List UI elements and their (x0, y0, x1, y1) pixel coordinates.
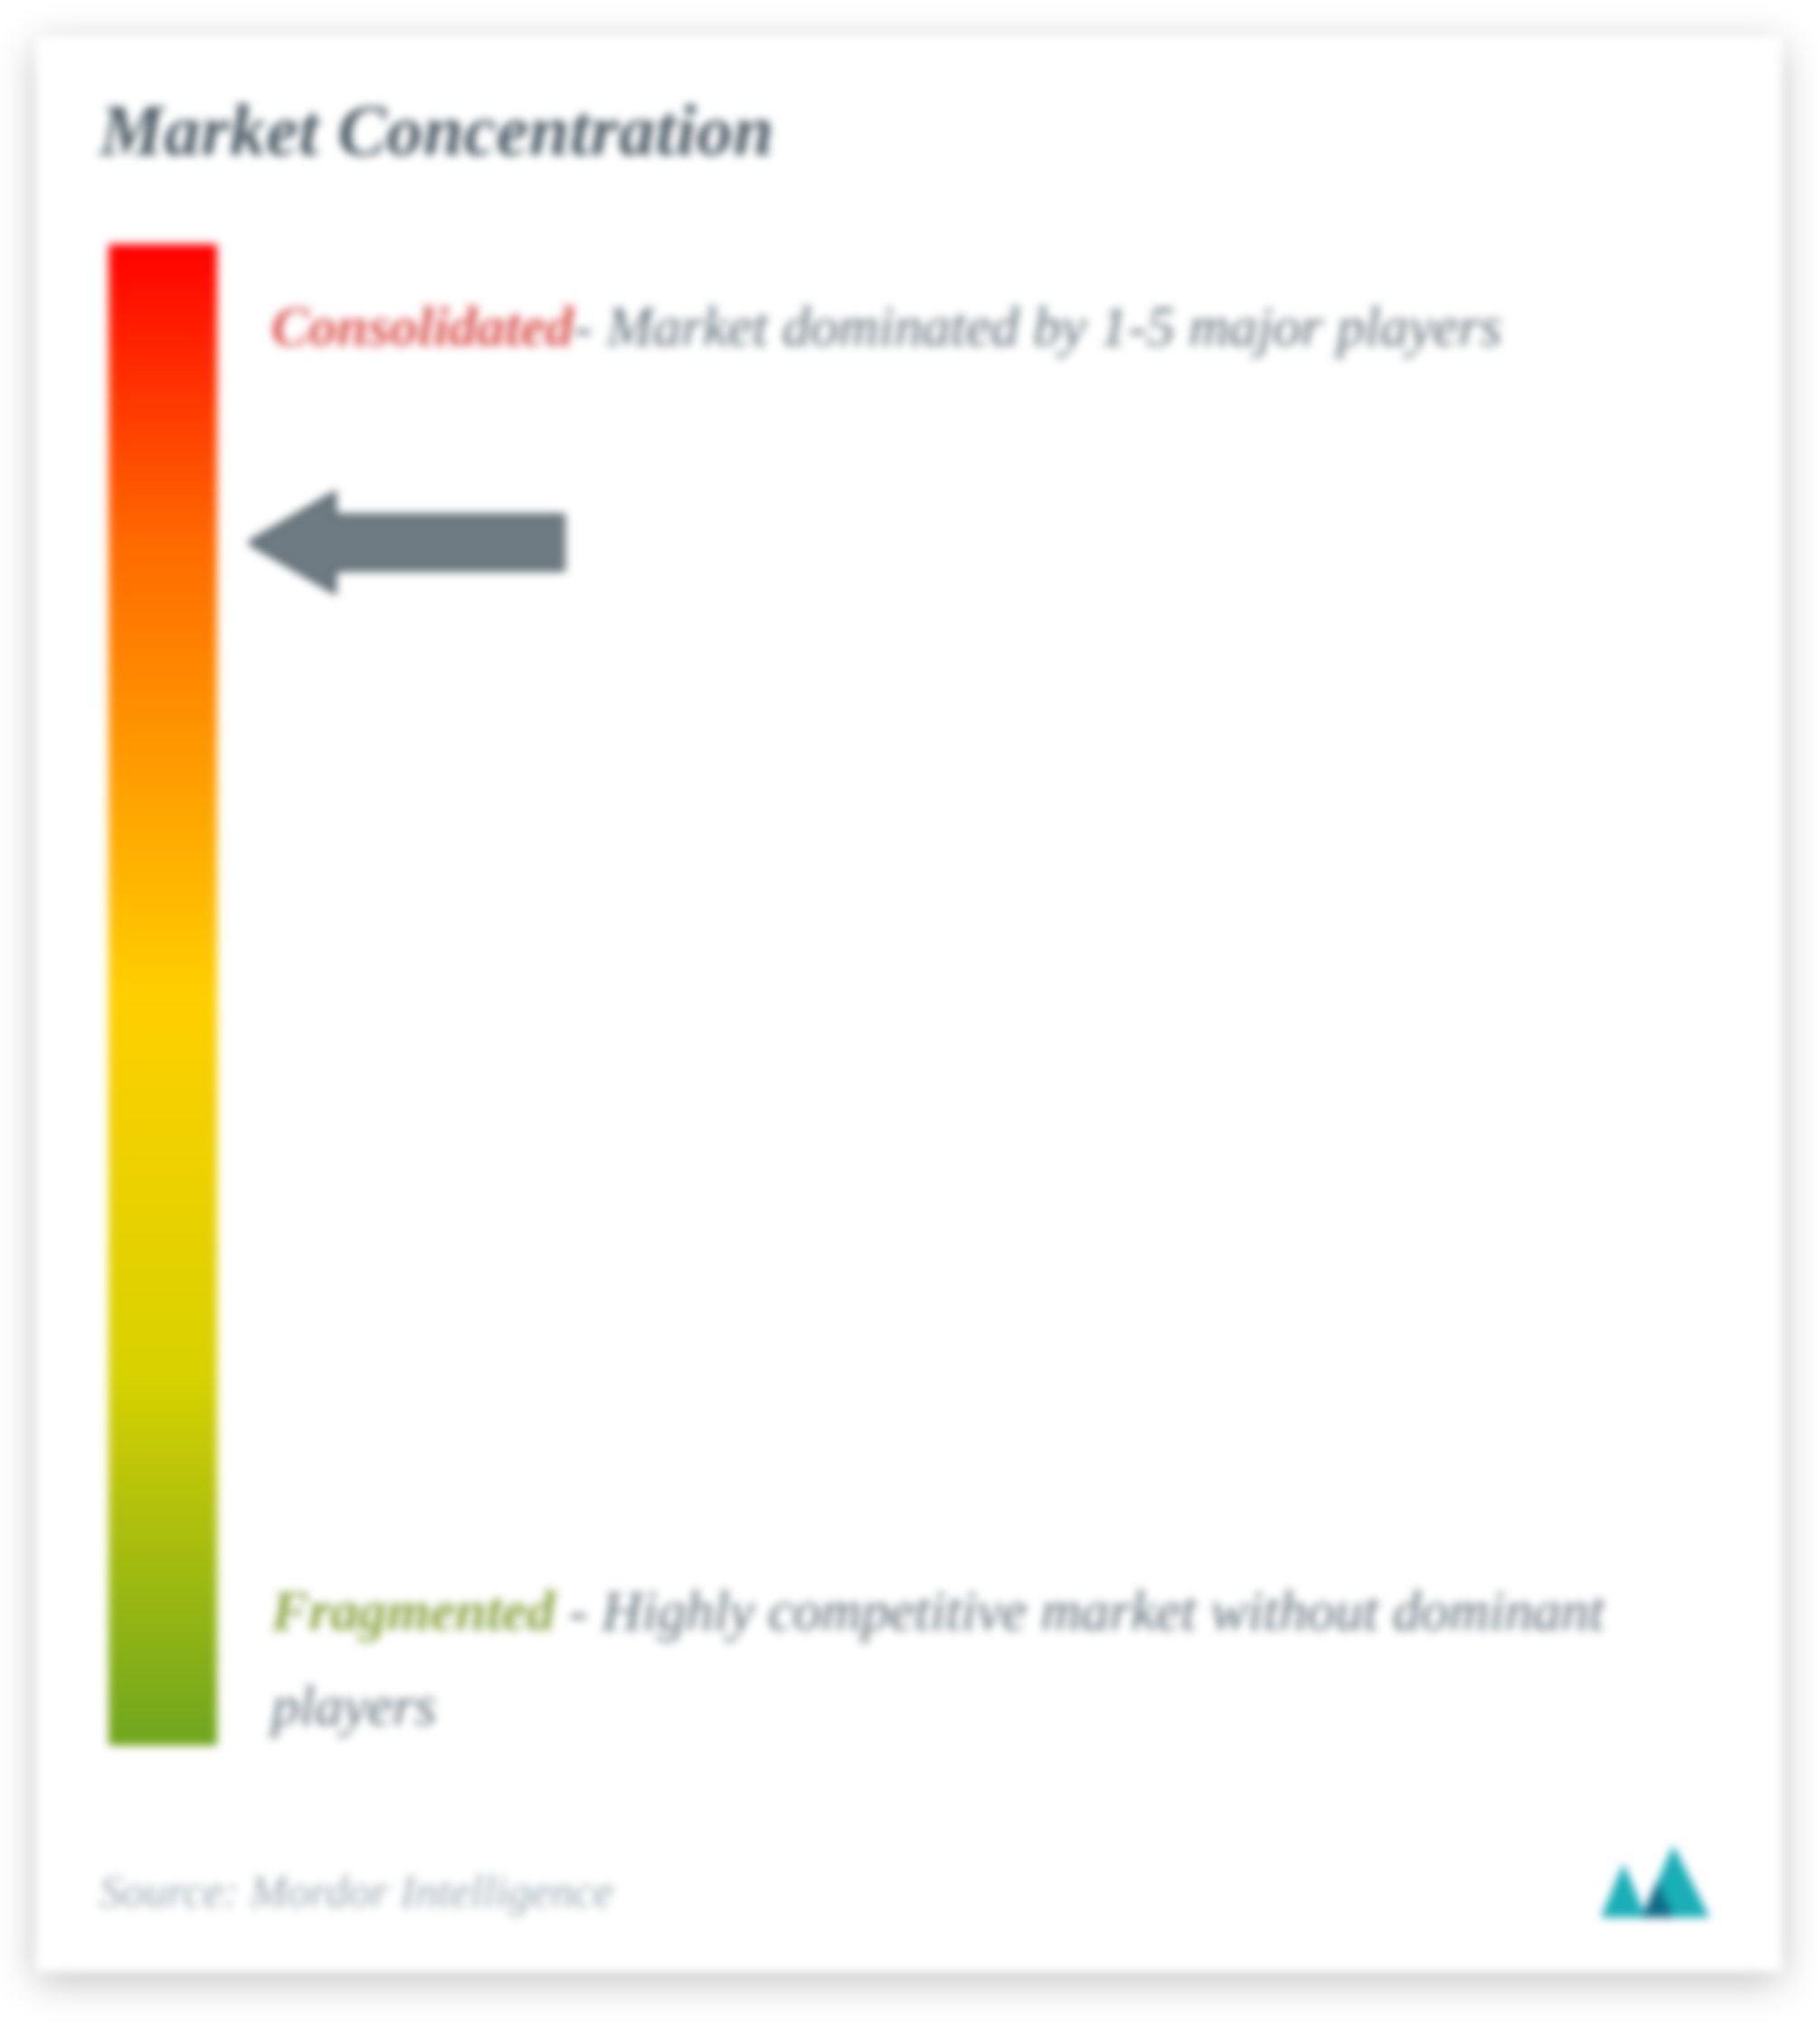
fragmented-label: Fragmented - Highly competitive market w… (271, 1565, 1709, 1755)
consolidated-label: Consolidated- Market dominated by 1-5 ma… (271, 280, 1709, 375)
chart-title: Market Concentration (99, 90, 774, 173)
concentration-gradient-bar (109, 244, 217, 1746)
fragmented-lead: Fragmented (271, 1581, 554, 1642)
source-attribution: Source: Mordor Intelligence (99, 1865, 613, 1917)
consolidated-lead: Consolidated (271, 297, 573, 358)
market-concentration-card: Market Concentration Consolidated- Marke… (36, 36, 1782, 1972)
consolidated-rest: - Market dominated by 1-5 major players (573, 297, 1501, 358)
arrow-shape (249, 493, 565, 592)
position-arrow-icon (249, 488, 565, 601)
source-name: Mordor Intelligence (250, 1866, 613, 1916)
source-prefix: Source: (99, 1866, 250, 1916)
mordor-logo-icon (1592, 1836, 1719, 1926)
